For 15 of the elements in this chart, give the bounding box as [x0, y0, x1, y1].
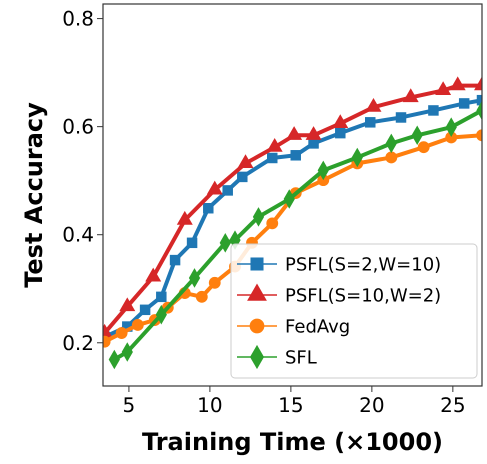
- y-tick-label: 0.2: [62, 330, 94, 355]
- y-tick-label: 0.8: [62, 6, 94, 31]
- x-axis-title: Training Time (×1000): [142, 428, 444, 456]
- y-tick-label: 0.4: [62, 222, 94, 247]
- legend-label: PSFL(S=2,W=10): [285, 254, 442, 276]
- x-tick-label: 20: [359, 393, 385, 417]
- x-tick-label: 25: [440, 393, 466, 417]
- x-tick-label: 15: [278, 393, 304, 417]
- y-axis-title: Test Accuracy: [20, 102, 48, 288]
- x-tick-label: 5: [122, 393, 136, 417]
- legend-label: SFL: [285, 347, 317, 368]
- y-tick-label: 0.6: [62, 114, 94, 139]
- x-tick-label: 10: [197, 393, 223, 417]
- legend-label: FedAvg: [285, 316, 350, 338]
- legend-label: PSFL(S=10,W=2): [285, 285, 442, 306]
